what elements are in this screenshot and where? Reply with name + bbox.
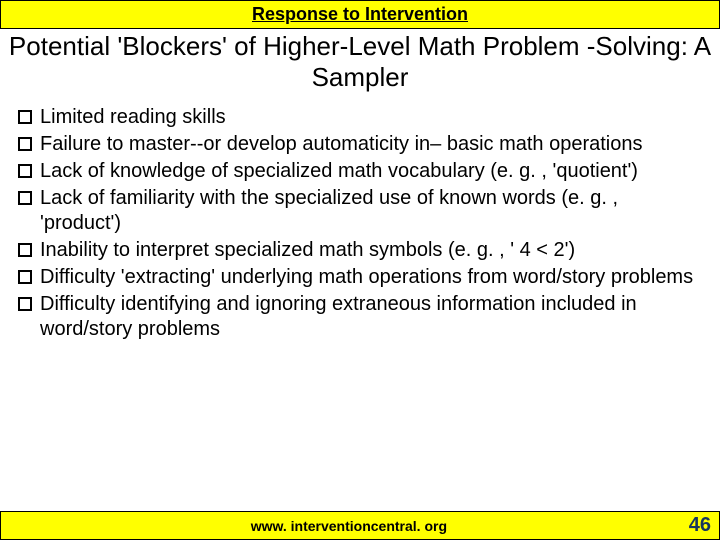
list-item: Failure to master--or develop automatici… xyxy=(18,132,702,157)
header-text: Response to Intervention xyxy=(252,4,468,24)
bullet-text: Inability to interpret specialized math … xyxy=(40,238,702,263)
checkbox-icon xyxy=(18,164,32,178)
list-item: Limited reading skills xyxy=(18,105,702,130)
checkbox-icon xyxy=(18,191,32,205)
list-item: Lack of familiarity with the specialized… xyxy=(18,186,702,236)
footer-bar: www. interventioncentral. org 46 xyxy=(0,511,720,540)
bullet-text: Difficulty 'extracting' underlying math … xyxy=(40,265,702,290)
checkbox-icon xyxy=(18,243,32,257)
bullet-text: Lack of knowledge of specialized math vo… xyxy=(40,159,702,184)
checkbox-icon xyxy=(18,110,32,124)
list-item: Difficulty 'extracting' underlying math … xyxy=(18,265,702,290)
footer-url: www. interventioncentral. org xyxy=(9,518,689,534)
page-number: 46 xyxy=(689,514,711,537)
bullet-text: Lack of familiarity with the specialized… xyxy=(40,186,702,236)
slide-title: Potential 'Blockers' of Higher-Level Mat… xyxy=(0,29,720,101)
bullet-text: Difficulty identifying and ignoring extr… xyxy=(40,292,702,342)
header-bar: Response to Intervention xyxy=(0,0,720,29)
checkbox-icon xyxy=(18,297,32,311)
list-item: Inability to interpret specialized math … xyxy=(18,238,702,263)
checkbox-icon xyxy=(18,137,32,151)
bullet-text: Failure to master--or develop automatici… xyxy=(40,132,702,157)
content-area: Limited reading skills Failure to master… xyxy=(0,101,720,342)
list-item: Lack of knowledge of specialized math vo… xyxy=(18,159,702,184)
list-item: Difficulty identifying and ignoring extr… xyxy=(18,292,702,342)
bullet-text: Limited reading skills xyxy=(40,105,702,130)
checkbox-icon xyxy=(18,270,32,284)
